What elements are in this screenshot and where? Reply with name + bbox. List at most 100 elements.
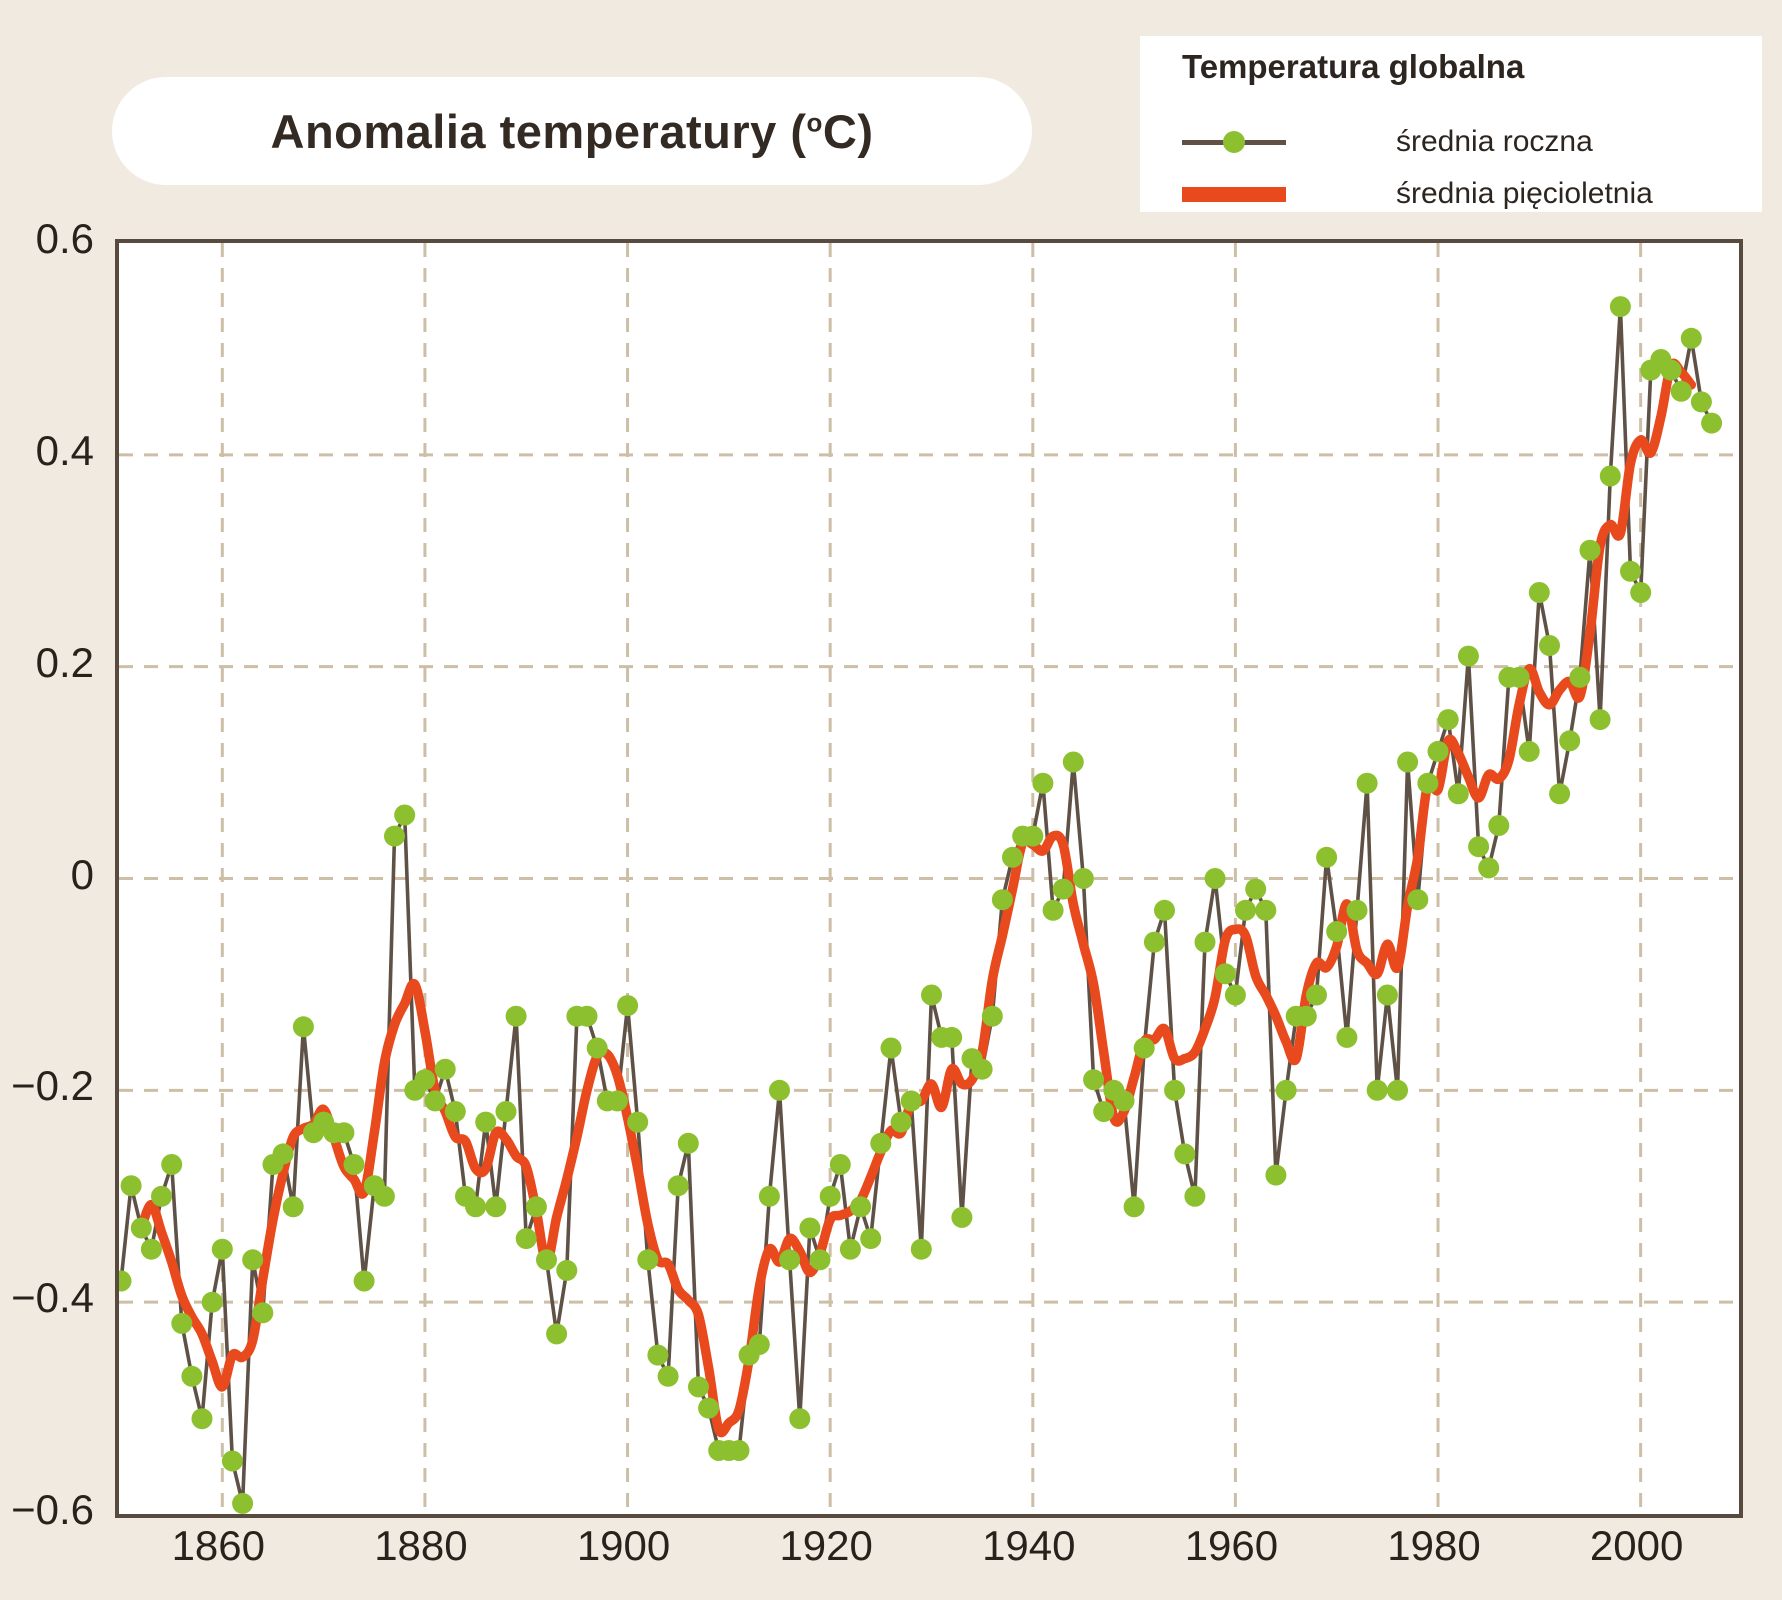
annual-data-point (1326, 921, 1348, 942)
chart-title-unit: C) (822, 104, 874, 158)
annual-data-point (140, 1238, 162, 1260)
annual-data-point (1366, 1079, 1388, 1101)
annual-data-point (1680, 327, 1702, 349)
legend-item-annual: średnia roczna (1182, 124, 1593, 160)
annual-data-point (1174, 1143, 1196, 1165)
y-axis-tick-label: 0 (70, 850, 94, 898)
annual-data-point (627, 1111, 649, 1133)
annual-data-point (1306, 984, 1327, 1006)
x-axis-tick-label: 1960 (1184, 1522, 1279, 1569)
plot-area (115, 239, 1743, 1518)
annual-data-point (1549, 783, 1571, 805)
x-axis-tick-label: 1860 (171, 1522, 266, 1569)
annual-data-point (860, 1228, 882, 1250)
annual-data-point (789, 1408, 811, 1430)
x-axis-tick-label: 1920 (779, 1522, 873, 1569)
annual-data-point (120, 1175, 142, 1197)
legend-item-five-year: średnia pięcioletnia (1182, 176, 1653, 212)
legend: Temperatura globalna średnia roczna śred… (1140, 36, 1762, 212)
annual-data-point (1356, 772, 1378, 794)
annual-data-point (1427, 740, 1449, 762)
annual-data-point (900, 1090, 922, 1112)
annual-data-point (728, 1440, 750, 1461)
annual-data-point (688, 1376, 709, 1398)
annual-data-point (809, 1249, 831, 1271)
y-axis-tick-label: 0.2 (35, 638, 94, 686)
annual-data-point (647, 1344, 669, 1366)
annual-data-point (181, 1365, 203, 1387)
annual-data-point (748, 1334, 770, 1355)
annual-data-point (1123, 1196, 1145, 1218)
annual-data-point (1275, 1079, 1297, 1101)
annual-data-point (1002, 846, 1023, 868)
annual-data-point (1609, 296, 1631, 318)
annual-data-point (1579, 539, 1601, 561)
annual-data-point (617, 995, 639, 1017)
annual-data-point (606, 1090, 628, 1112)
annual-data-point (353, 1270, 375, 1292)
legend-title: Temperatura globalna (1182, 48, 1525, 85)
annual-data-point (1569, 666, 1591, 688)
annual-data-point (1346, 899, 1368, 921)
annual-data-point (556, 1259, 578, 1281)
legend-label-five-year: średnia pięcioletnia (1396, 177, 1653, 210)
annual-data-point (1154, 899, 1175, 921)
y-axis-tick-label: −0.4 (11, 1274, 94, 1322)
annual-data-point (1599, 465, 1621, 487)
annual-data-point (232, 1492, 254, 1514)
annual-data-point (1235, 899, 1256, 921)
annual-data-point (1528, 582, 1550, 603)
annual-data-point (769, 1079, 790, 1101)
annual-data-point (991, 889, 1013, 911)
annual-data-point (1052, 878, 1074, 900)
annual-data-point (211, 1238, 233, 1260)
annual-data-point (292, 1016, 314, 1038)
annual-data-point (1072, 868, 1094, 889)
annual-data-point (819, 1185, 841, 1207)
annual-data-point (242, 1249, 264, 1271)
annual-data-point (1143, 931, 1165, 953)
annual-data-point (424, 1090, 446, 1112)
annual-data-point (333, 1122, 355, 1144)
annual-data-point (505, 1005, 527, 1027)
temperature-anomaly-chart (119, 243, 1739, 1514)
annual-data-point (829, 1154, 851, 1175)
annual-data-point (1437, 709, 1459, 731)
annual-data-point (1164, 1079, 1186, 1101)
five-year-mean-line (136, 358, 1697, 1438)
annual-data-point (870, 1132, 892, 1154)
chart-title: Anomalia temperatury (oC) (271, 104, 874, 159)
annual-data-point (536, 1249, 557, 1271)
annual-data-point (890, 1111, 912, 1133)
annual-data-point (252, 1302, 274, 1324)
annual-data-point (485, 1196, 507, 1218)
annual-data-point (384, 825, 405, 847)
x-axis-tick-label: 2000 (1589, 1522, 1684, 1569)
annual-data-point (475, 1111, 497, 1133)
annual-data-point (1245, 878, 1267, 900)
annual-data-point (981, 1005, 1003, 1027)
annual-data-point (1113, 1090, 1135, 1112)
annual-data-point (495, 1101, 517, 1122)
annual-data-point (880, 1037, 902, 1059)
annual-data-point (1224, 984, 1246, 1006)
annual-data-point (1417, 772, 1439, 794)
annual-data-point (1387, 1079, 1408, 1101)
annual-data-point (1468, 836, 1490, 858)
annual-data-point (799, 1217, 821, 1239)
annual-data-point (130, 1217, 152, 1239)
x-axis-tick-label: 1980 (1387, 1522, 1481, 1569)
y-axis-tick-label: −0.6 (11, 1486, 94, 1533)
annual-data-point (171, 1312, 193, 1334)
annual-data-point (758, 1185, 780, 1207)
x-axis-tick-label: 1900 (576, 1522, 671, 1569)
y-axis-tick-label: 0.4 (35, 426, 94, 474)
annual-data-point (546, 1323, 568, 1345)
degree-superscript: o (806, 106, 823, 137)
annual-data-point (1660, 359, 1682, 381)
chart-title-text: Anomalia temperatury ( (270, 104, 807, 158)
annual-data-point (1397, 751, 1419, 773)
annual-data-point (1539, 635, 1560, 656)
annual-data-point (1670, 380, 1692, 402)
annual-mean-line (119, 304, 1714, 1506)
